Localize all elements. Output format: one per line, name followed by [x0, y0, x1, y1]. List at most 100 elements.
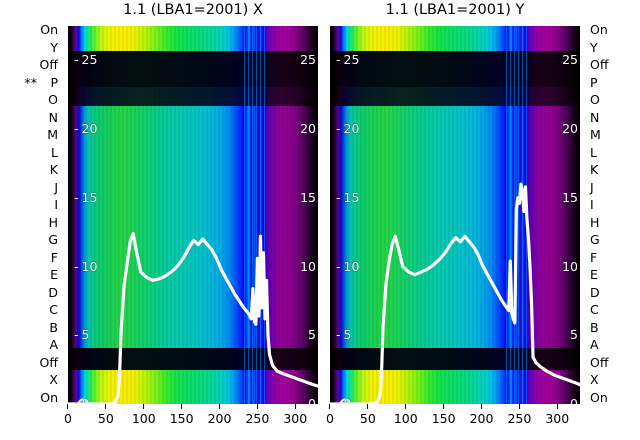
category-label-right-1: Y	[590, 39, 598, 55]
category-axis-right: On Y Off P O N M L K J I H G F E D C B A Off X On	[584, 22, 640, 405]
ytick-label-right-10: 10	[300, 258, 316, 274]
ytick-label-right-5: 5	[570, 327, 578, 343]
xtick-label: 150	[431, 411, 456, 426]
ytick-label-0: -0	[74, 396, 90, 404]
panel-title-y: 1.1 (LBA1=2001) Y	[385, 2, 525, 18]
ytick-label-right-25: 25	[562, 52, 578, 68]
x-axis-panel-x: 0 50 100 150 200 250 300	[64, 404, 318, 438]
category-label-right-3: P	[590, 74, 598, 90]
band-upper-gap	[330, 51, 580, 87]
category-label-right-21: On	[590, 390, 608, 405]
ytick-label-right-5: 5	[308, 327, 316, 343]
xtick-mark	[329, 404, 331, 409]
xtick-200: 200	[469, 404, 494, 426]
xtick-mark	[405, 404, 407, 409]
xtick-label: 250	[507, 411, 532, 426]
category-label-right-15: D	[590, 284, 600, 300]
xtick-50: 50	[360, 404, 376, 426]
band-top-bright	[330, 26, 580, 51]
xtick-200: 200	[207, 404, 232, 426]
plot-area-x[interactable]: -0 0 -5 5 -10 10 -15 15 -20 20 -25 25	[68, 26, 318, 404]
ytick-label-5: -5	[336, 327, 352, 343]
category-axis-left: On Y Off P ** O N M L K J I H G F E D C B A Off X On	[4, 22, 64, 405]
band-main	[68, 106, 318, 348]
xtick-250: 250	[245, 404, 269, 426]
xtick-label: 100	[131, 411, 156, 426]
xtick-mark	[105, 404, 107, 409]
xtick-mark	[256, 404, 258, 409]
ytick-label-right-10: 10	[562, 258, 578, 274]
band-upper-gap	[68, 51, 318, 87]
xtick-300: 300	[545, 404, 569, 426]
category-label-left-19: Off	[39, 354, 58, 370]
data-trace-x	[68, 26, 318, 404]
xtick-50: 50	[98, 404, 114, 426]
category-label-left-2: Off	[39, 57, 58, 73]
ytick-label-right-15: 15	[562, 189, 578, 205]
xtick-mark	[294, 404, 296, 409]
category-marker-asterisk: **	[24, 74, 37, 90]
category-label-left-21: On	[40, 390, 58, 405]
xtick-mark	[67, 404, 69, 409]
category-label-left-9: J	[54, 179, 58, 195]
ytick-label-25: -25	[336, 52, 360, 68]
plot-area-y[interactable]: -0 0 -5 5 -10 10 -15 15 -20 20 -25 25	[330, 26, 580, 404]
category-label-right-10: I	[590, 197, 594, 213]
ytick-label-20: -20	[336, 121, 360, 137]
xtick-100: 100	[394, 404, 418, 426]
category-label-left-20: X	[49, 372, 58, 388]
ytick-label-15: -15	[336, 189, 360, 205]
category-label-right-8: K	[590, 162, 599, 178]
ytick-label-right-20: 20	[300, 121, 316, 137]
xtick-label: 200	[469, 411, 494, 426]
category-label-right-13: F	[590, 249, 598, 265]
category-label-right-5: N	[590, 109, 600, 125]
ytick-label-5: -5	[74, 327, 90, 343]
xtick-mark	[556, 404, 558, 409]
category-label-right-2: Off	[590, 57, 609, 73]
category-label-right-4: O	[590, 92, 600, 108]
xtick-mark	[218, 404, 220, 409]
x-axis-panel-y: 0 50 100 150 200 250 300	[326, 404, 580, 438]
ytick-label-0: -0	[336, 396, 352, 404]
ytick-label-10: -10	[74, 258, 98, 274]
category-label-left-11: H	[48, 214, 58, 230]
xtick-mark	[143, 404, 145, 409]
xtick-label: 200	[207, 411, 232, 426]
category-label-left-6: M	[47, 127, 58, 143]
category-label-left-13: F	[50, 249, 58, 265]
xtick-mark	[480, 404, 482, 409]
ytick-label-20: -20	[74, 121, 98, 137]
category-label-left-15: D	[48, 284, 58, 300]
category-label-right-7: L	[590, 144, 597, 160]
category-label-left-7: L	[51, 144, 58, 160]
category-label-left-8: K	[49, 162, 58, 178]
category-label-right-16: C	[590, 302, 599, 318]
category-label-right-14: E	[590, 267, 598, 283]
category-label-left-0: On	[40, 22, 58, 37]
data-trace-y	[330, 26, 580, 404]
category-label-right-19: Off	[590, 354, 609, 370]
xtick-300: 300	[283, 404, 307, 426]
category-label-left-10: I	[54, 197, 58, 213]
xtick-label: 250	[245, 411, 270, 426]
xtick-mark	[181, 404, 183, 409]
xtick-label: 0	[64, 411, 72, 426]
category-label-right-0: On	[590, 22, 608, 37]
category-label-left-14: E	[50, 267, 58, 283]
category-label-right-11: H	[590, 214, 600, 230]
xtick-label: 300	[283, 411, 308, 426]
category-label-left-1: Y	[50, 39, 58, 55]
panel-title-x: 1.1 (LBA1=2001) X	[123, 2, 263, 18]
xtick-150: 150	[432, 404, 456, 426]
ytick-label-25: -25	[74, 52, 98, 68]
xtick-label: 0	[326, 411, 334, 426]
ytick-label-right-25: 25	[300, 52, 316, 68]
xtick-0: 0	[326, 404, 334, 426]
category-label-left-4: O	[48, 92, 58, 108]
category-label-left-5: N	[48, 109, 58, 125]
xtick-mark	[367, 404, 369, 409]
ytick-label-right-0: 0	[308, 396, 316, 404]
xtick-0: 0	[64, 404, 72, 426]
xtick-100: 100	[132, 404, 156, 426]
